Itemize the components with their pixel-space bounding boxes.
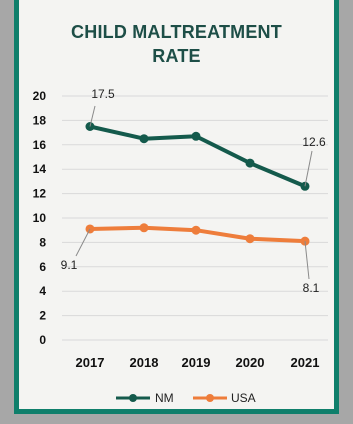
x-tick-label-2018: 2018 bbox=[130, 355, 159, 370]
legend-marker-usa bbox=[206, 394, 214, 402]
data-label-usa-2021: 8.1 bbox=[303, 281, 320, 295]
y-tick-label-12: 12 bbox=[33, 187, 47, 201]
x-tick-label-2020: 2020 bbox=[236, 355, 265, 370]
x-tick-label-2021: 2021 bbox=[291, 355, 320, 370]
y-tick-label-10: 10 bbox=[33, 211, 47, 225]
y-tick-label-20: 20 bbox=[33, 89, 47, 103]
y-tick-label-2: 2 bbox=[39, 309, 46, 323]
data-label-leader-usa-4 bbox=[304, 241, 310, 280]
legend-marker-nm bbox=[129, 394, 137, 402]
chart-title-line-2: RATE bbox=[152, 46, 201, 66]
data-point-nm-2018 bbox=[139, 134, 149, 144]
x-tick-label-2017: 2017 bbox=[76, 355, 105, 370]
y-tick-label-6: 6 bbox=[39, 260, 46, 274]
data-label-nm-2017: 17.5 bbox=[91, 87, 115, 101]
x-tick-label-2019: 2019 bbox=[182, 355, 211, 370]
y-tick-label-18: 18 bbox=[33, 113, 47, 127]
chart-title: CHILD MALTREATMENT RATE bbox=[19, 20, 334, 68]
legend-label-nm: NM bbox=[155, 391, 174, 405]
data-point-usa-2020 bbox=[245, 234, 255, 244]
y-tick-label-8: 8 bbox=[39, 235, 46, 249]
legend-label-usa: USA bbox=[231, 391, 256, 405]
data-label-nm-2021: 12.6 bbox=[302, 135, 326, 149]
chart-card bbox=[19, 0, 334, 409]
y-tick-label-16: 16 bbox=[33, 138, 47, 152]
chart-title-line-1: CHILD MALTREATMENT bbox=[71, 22, 282, 42]
y-tick-label-0: 0 bbox=[39, 333, 46, 347]
data-label-leader-usa-0 bbox=[75, 228, 91, 257]
data-point-usa-2018 bbox=[139, 223, 149, 233]
y-tick-label-14: 14 bbox=[33, 162, 47, 176]
data-point-nm-2019 bbox=[191, 131, 201, 141]
data-label-leader-nm-0 bbox=[89, 105, 96, 127]
data-point-nm-2020 bbox=[245, 158, 255, 168]
data-label-leader-nm-4 bbox=[304, 150, 313, 187]
data-point-usa-2019 bbox=[191, 225, 201, 235]
data-label-usa-2017: 9.1 bbox=[61, 258, 78, 272]
y-tick-label-4: 4 bbox=[39, 284, 46, 298]
